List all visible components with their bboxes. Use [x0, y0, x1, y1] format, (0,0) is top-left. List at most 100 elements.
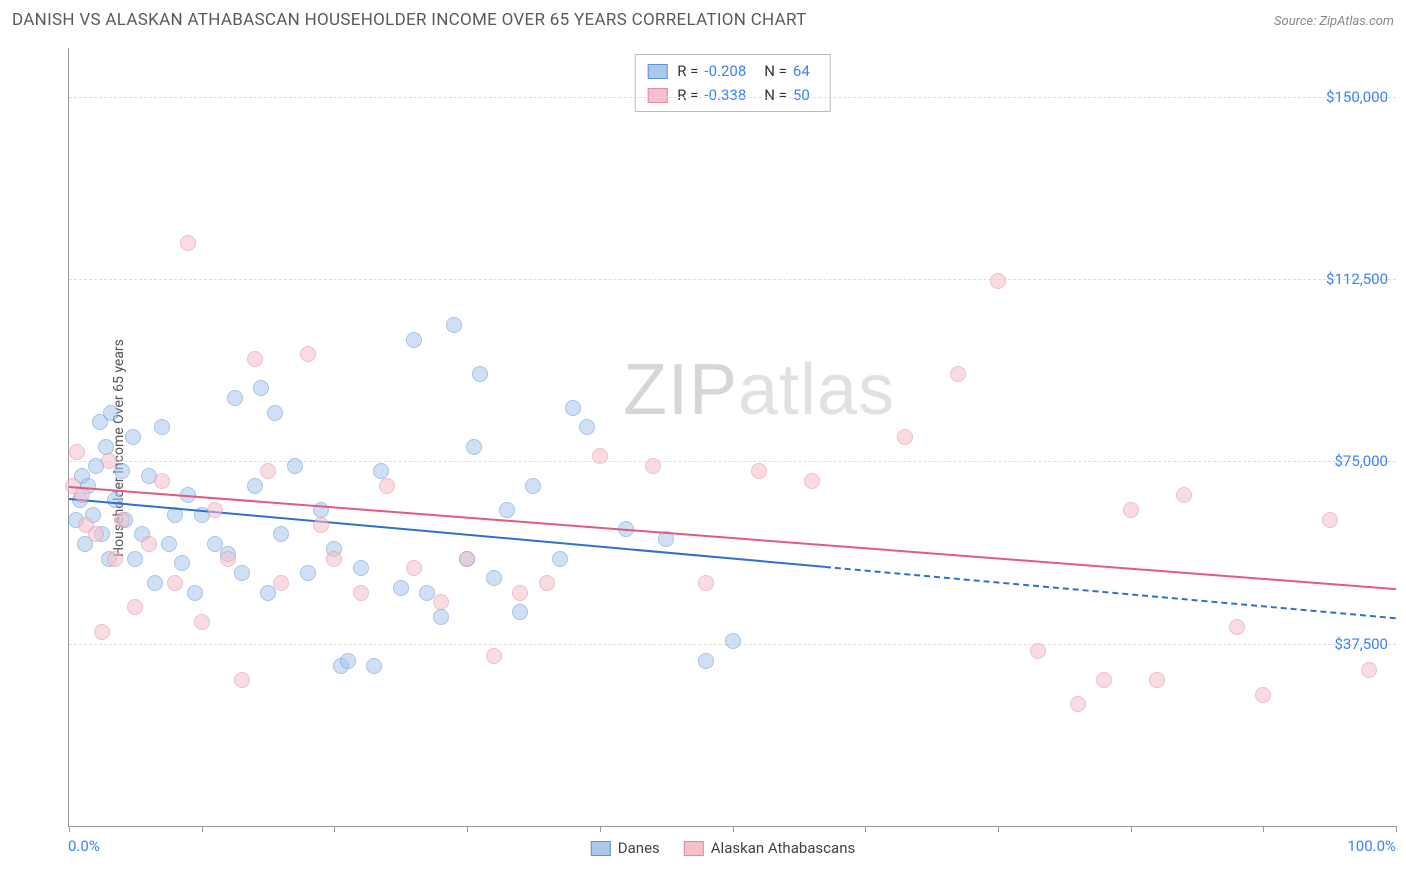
x-axis-max-label: 100.0%	[1347, 837, 1396, 855]
scatter-point	[897, 429, 913, 445]
scatter-point	[406, 560, 422, 576]
scatter-point	[406, 332, 422, 348]
scatter-point	[990, 273, 1006, 289]
scatter-point	[725, 633, 741, 649]
scatter-point	[1070, 696, 1086, 712]
scatter-point	[313, 517, 329, 533]
legend-swatch	[684, 841, 704, 856]
scatter-point	[94, 624, 110, 640]
x-tick	[1131, 826, 1132, 832]
scatter-point	[373, 463, 389, 479]
scatter-point	[300, 565, 316, 581]
scatter-point	[366, 658, 382, 674]
scatter-point	[486, 648, 502, 664]
scatter-point	[273, 526, 289, 542]
x-tick	[334, 826, 335, 832]
scatter-point	[287, 458, 303, 474]
scatter-point	[950, 366, 966, 382]
series-legend: Danes Alaskan Athabascans	[591, 839, 855, 857]
stat-r-label: R =	[677, 59, 698, 83]
scatter-point	[353, 560, 369, 576]
scatter-point	[539, 575, 555, 591]
scatter-point	[88, 526, 104, 542]
scatter-point	[180, 235, 196, 251]
scatter-point	[98, 439, 114, 455]
x-tick	[998, 826, 999, 832]
x-tick	[467, 826, 468, 832]
legend-label: Alaskan Athabascans	[711, 839, 855, 857]
stat-r-value: -0.208	[704, 59, 746, 83]
scatter-point	[247, 478, 263, 494]
scatter-point	[103, 405, 119, 421]
scatter-point	[512, 585, 528, 601]
scatter-point	[114, 463, 130, 479]
scatter-point	[1361, 662, 1377, 678]
scatter-point	[525, 478, 541, 494]
x-axis-min-label: 0.0%	[68, 837, 100, 855]
scatter-point	[187, 585, 203, 601]
scatter-point	[552, 551, 568, 567]
trend-line	[825, 566, 1396, 619]
chart-container: Householder Income Over 65 years ZIPatla…	[50, 48, 1396, 847]
scatter-point	[698, 575, 714, 591]
scatter-point	[645, 458, 661, 474]
scatter-point	[273, 575, 289, 591]
scatter-point	[340, 653, 356, 669]
scatter-point	[161, 536, 177, 552]
scatter-point	[127, 599, 143, 615]
scatter-point	[1030, 643, 1046, 659]
scatter-point	[698, 653, 714, 669]
scatter-point	[499, 502, 515, 518]
source-attribution: Source: ZipAtlas.com	[1274, 14, 1394, 29]
scatter-point	[267, 405, 283, 421]
scatter-point	[1096, 672, 1112, 688]
plot-area: ZIPatlas R =-0.208N =64R =-0.338N =50 $3…	[68, 48, 1396, 827]
scatter-point	[174, 555, 190, 571]
scatter-point	[127, 551, 143, 567]
x-tick	[600, 826, 601, 832]
x-tick	[865, 826, 866, 832]
scatter-point	[565, 400, 581, 416]
scatter-point	[751, 463, 767, 479]
x-tick	[1263, 826, 1264, 832]
x-tick	[202, 826, 203, 832]
x-tick	[1396, 826, 1397, 832]
scatter-point	[1322, 512, 1338, 528]
stat-r-label: R =	[677, 83, 698, 107]
legend-item: Alaskan Athabascans	[684, 839, 855, 857]
scatter-point	[804, 473, 820, 489]
scatter-point	[353, 585, 369, 601]
stat-n-value: 50	[793, 83, 810, 107]
y-tick-label: $150,000	[1326, 88, 1388, 106]
scatter-point	[1176, 487, 1192, 503]
legend-item: Danes	[591, 839, 660, 857]
scatter-point	[141, 536, 157, 552]
scatter-point	[125, 429, 141, 445]
scatter-point	[466, 439, 482, 455]
scatter-point	[253, 380, 269, 396]
y-tick-label: $37,500	[1334, 635, 1388, 653]
scatter-point	[472, 366, 488, 382]
scatter-point	[326, 551, 342, 567]
series-swatch	[647, 64, 667, 79]
scatter-point	[107, 551, 123, 567]
scatter-point	[74, 487, 90, 503]
scatter-point	[234, 565, 250, 581]
scatter-point	[260, 463, 276, 479]
scatter-point	[592, 448, 608, 464]
scatter-point	[227, 390, 243, 406]
scatter-point	[579, 419, 595, 435]
scatter-point	[512, 604, 528, 620]
scatter-point	[459, 551, 475, 567]
legend-swatch	[591, 841, 611, 856]
x-tick	[69, 826, 70, 832]
gridline	[69, 97, 1396, 98]
scatter-point	[154, 419, 170, 435]
scatter-point	[393, 580, 409, 596]
stat-n-label: N =	[764, 59, 787, 83]
scatter-point	[1255, 687, 1271, 703]
trend-line	[69, 486, 1396, 590]
scatter-point	[433, 594, 449, 610]
series-swatch	[647, 88, 667, 103]
x-tick	[733, 826, 734, 832]
